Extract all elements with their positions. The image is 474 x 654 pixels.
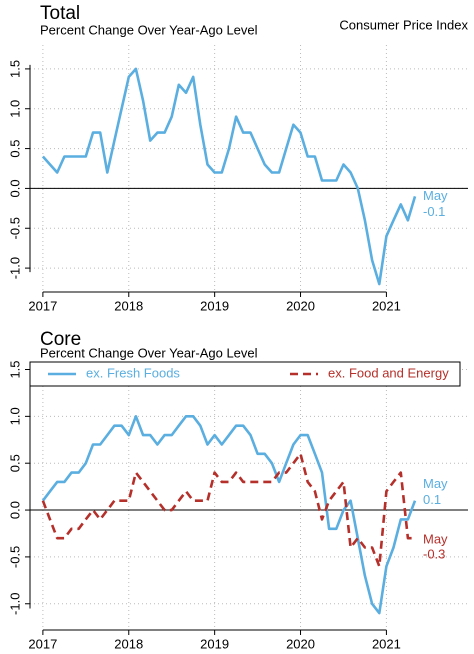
x-tick-label: 2020 (286, 636, 315, 651)
y-tick-label: 1.0 (7, 100, 22, 118)
chart-title: Core (40, 329, 81, 350)
y-tick-label: 0.5 (7, 140, 22, 158)
x-tick-label: 2018 (114, 298, 143, 313)
end-value-label: -0.1 (423, 204, 445, 219)
y-tick-label: 1.0 (7, 407, 22, 425)
legend-box (29, 361, 461, 387)
annotation: May (423, 188, 448, 203)
chart-title: Total (40, 3, 80, 24)
y-tick-label: -1.0 (7, 257, 22, 279)
annotation: May (423, 476, 448, 491)
annotation: May (423, 532, 448, 547)
data-line (41, 67, 417, 286)
y-tick-label: 1.5 (7, 360, 22, 378)
data-line (41, 452, 415, 568)
x-tick-label: 2021 (372, 636, 401, 651)
x-tick-label: 2019 (200, 636, 229, 651)
y-tick-label: 1.5 (7, 60, 22, 78)
legend-label: ex. Fresh Foods (86, 365, 180, 380)
x-tick-label: 2021 (372, 298, 401, 313)
y-tick-label: 0.0 (7, 501, 22, 519)
x-tick-label: 2017 (28, 636, 57, 651)
data-line (41, 415, 417, 615)
chart-subtitle: Percent Change Over Year-Ago Level (40, 22, 258, 37)
x-tick-label: 2020 (286, 298, 315, 313)
end-value-label: -0.3 (423, 547, 445, 562)
y-tick-label: 0.5 (7, 454, 22, 472)
chart-subtitle: Percent Change Over Year-Ago Level (40, 345, 258, 360)
y-tick-label: -0.5 (7, 217, 22, 239)
y-tick-label: -0.5 (7, 546, 22, 568)
end-value-label: 0.1 (423, 492, 441, 507)
chart-note: Consumer Price Index (339, 17, 468, 32)
x-tick-label: 2018 (114, 636, 143, 651)
x-tick-label: 2019 (200, 298, 229, 313)
y-tick-label: 0.0 (7, 179, 22, 197)
x-tick-label: 2017 (28, 298, 57, 313)
y-tick-label: -1.0 (7, 593, 22, 615)
legend-label: ex. Food and Energy (328, 365, 449, 380)
